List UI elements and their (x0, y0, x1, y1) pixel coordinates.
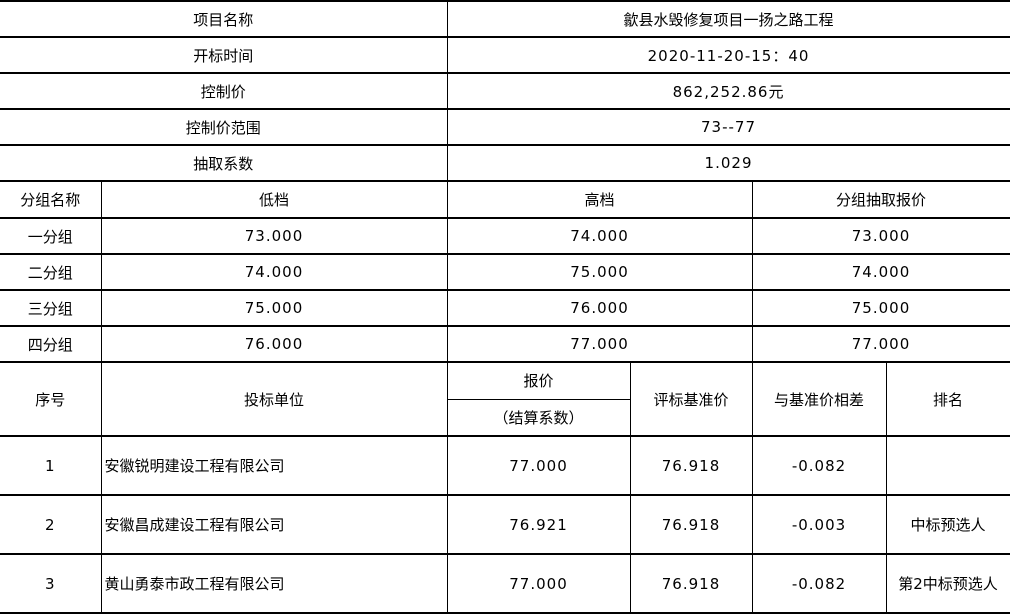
bidder-header-row: 序号 投标单位 报价 （结算系数） 评标基准价 与基准价相差 排名 (0, 361, 1010, 437)
project-name-label: 项目名称 (0, 0, 448, 38)
bidder-row-2: 2 安徽昌成建设工程有限公司 76.921 76.918 -0.003 中标预选… (0, 494, 1010, 555)
info-row-control-price-range: 控制价范围 73--77 (0, 108, 1010, 146)
bidder-name: 安徽锐明建设工程有限公司 (100, 435, 448, 496)
bidder-seq: 1 (0, 435, 102, 496)
info-row-extraction-coefficient: 抽取系数 1.029 (0, 144, 1010, 182)
bidder-seq: 2 (0, 494, 102, 555)
group-row-3: 三分组 75.000 76.000 75.000 (0, 289, 1010, 327)
bidder-rank (885, 435, 1010, 496)
info-row-open-time: 开标时间 2020-11-20-15：40 (0, 36, 1010, 74)
group-name: 二分组 (0, 253, 102, 291)
group-high-value: 74.000 (446, 217, 753, 255)
price-header: 报价 （结算系数） (446, 361, 631, 437)
open-time-value: 2020-11-20-15：40 (446, 36, 1010, 74)
bidder-benchmark: 76.918 (629, 494, 753, 555)
bidder-name: 安徽昌成建设工程有限公司 (100, 494, 448, 555)
group-row-1: 一分组 73.000 74.000 73.000 (0, 217, 1010, 255)
bidder-row-1: 1 安徽锐明建设工程有限公司 77.000 76.918 -0.082 (0, 435, 1010, 496)
price-header-line2: （结算系数） (493, 408, 584, 427)
group-row-4: 四分组 76.000 77.000 77.000 (0, 325, 1010, 363)
seq-header: 序号 (0, 361, 102, 437)
extraction-coefficient-label: 抽取系数 (0, 144, 448, 182)
group-high-value: 76.000 (446, 289, 753, 327)
group-extracted-header: 分组抽取报价 (751, 180, 1010, 219)
bidder-price: 77.000 (446, 435, 631, 496)
group-low-header: 低档 (100, 180, 448, 219)
price-header-line1: 报价 (448, 364, 630, 400)
bidder-header: 投标单位 (100, 361, 448, 437)
group-low-value: 75.000 (100, 289, 448, 327)
group-name: 一分组 (0, 217, 102, 255)
bidder-row-3: 3 黄山勇泰市政工程有限公司 77.000 76.918 -0.082 第2中标… (0, 553, 1010, 614)
control-price-range-value: 73--77 (446, 108, 1010, 146)
group-name: 三分组 (0, 289, 102, 327)
bidder-diff: -0.082 (751, 435, 887, 496)
bidder-rank: 中标预选人 (885, 494, 1010, 555)
project-name-value: 歙县水毁修复项目一扬之路工程 (446, 0, 1010, 38)
info-row-control-price: 控制价 862,252.86元 (0, 72, 1010, 110)
group-extracted-value: 75.000 (751, 289, 1010, 327)
rank-header: 排名 (885, 361, 1010, 437)
group-extracted-value: 77.000 (751, 325, 1010, 363)
group-high-value: 77.000 (446, 325, 753, 363)
control-price-range-label: 控制价范围 (0, 108, 448, 146)
bidder-name: 黄山勇泰市政工程有限公司 (100, 553, 448, 614)
control-price-value: 862,252.86元 (446, 72, 1010, 110)
group-row-2: 二分组 74.000 75.000 74.000 (0, 253, 1010, 291)
bidder-benchmark: 76.918 (629, 553, 753, 614)
group-low-value: 73.000 (100, 217, 448, 255)
bidder-benchmark: 76.918 (629, 435, 753, 496)
group-low-value: 76.000 (100, 325, 448, 363)
extraction-coefficient-value: 1.029 (446, 144, 1010, 182)
group-extracted-value: 74.000 (751, 253, 1010, 291)
info-row-project-name: 项目名称 歙县水毁修复项目一扬之路工程 (0, 0, 1010, 38)
diff-header: 与基准价相差 (751, 361, 887, 437)
group-high-value: 75.000 (446, 253, 753, 291)
benchmark-header: 评标基准价 (629, 361, 753, 437)
group-header-row: 分组名称 低档 高档 分组抽取报价 (0, 180, 1010, 219)
open-time-label: 开标时间 (0, 36, 448, 74)
group-name-header: 分组名称 (0, 180, 102, 219)
bidder-price: 76.921 (446, 494, 631, 555)
group-high-header: 高档 (446, 180, 753, 219)
group-extracted-value: 73.000 (751, 217, 1010, 255)
bidder-diff: -0.082 (751, 553, 887, 614)
bidder-rank: 第2中标预选人 (885, 553, 1010, 614)
price-header-stack: 报价 （结算系数） (448, 364, 630, 434)
bidder-price: 77.000 (446, 553, 631, 614)
group-low-value: 74.000 (100, 253, 448, 291)
group-name: 四分组 (0, 325, 102, 363)
control-price-label: 控制价 (0, 72, 448, 110)
bidder-seq: 3 (0, 553, 102, 614)
bidder-diff: -0.003 (751, 494, 887, 555)
